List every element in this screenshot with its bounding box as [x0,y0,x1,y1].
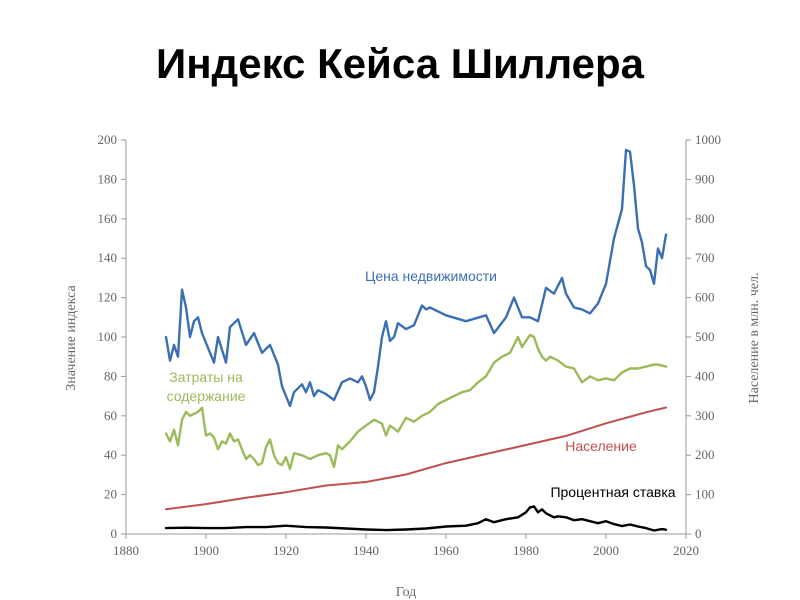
y-tick-label: 200 [98,132,118,147]
label-population: Население [565,438,637,454]
y-tick-label: 60 [104,408,117,423]
y-tick-label: 160 [98,211,118,226]
x-axis-ticks: 1880 1900 1920 1940 1960 1980 2000 2020 [113,534,699,558]
x-tick-label: 1900 [193,543,219,558]
x-tick-label: 1880 [113,543,139,558]
label-costs-line2: содержание [167,388,246,404]
y2-tick-label: 700 [695,250,715,265]
y-tick-label: 180 [98,171,118,186]
y-axis-title: Значение индекса [64,284,79,390]
y-tick-label: 100 [98,329,118,344]
x-tick-label: 2000 [593,543,619,558]
y2-axis-title: Население в млн. чел. [747,272,762,403]
label-rate: Процентная ставка [550,484,675,500]
y2-tick-label: 0 [695,526,702,541]
y2-tick-label: 900 [695,171,715,186]
y2-tick-label: 500 [695,329,715,344]
y-tick-label: 140 [98,250,118,265]
y-tick-label: 20 [104,487,117,502]
x-tick-label: 1960 [433,543,459,558]
series-line-population [165,406,667,511]
y2-tick-label: 1000 [695,132,721,147]
x-tick-label: 1920 [273,543,299,558]
right-axis-ticks: 0 100 200 300 400 500 600 700 800 900 1000 [686,132,721,541]
y-tick-label: 0 [111,526,118,541]
x-axis-title: Год [396,585,417,600]
y2-tick-label: 800 [695,211,715,226]
left-axis-ticks: 0 20 40 60 80 100 120 140 160 180 200 [98,132,126,541]
x-tick-label: 2020 [673,543,699,558]
y2-tick-label: 600 [695,290,715,305]
x-tick-label: 1940 [353,543,379,558]
series-line-price [164,148,668,408]
y-tick-label: 120 [98,290,118,305]
series-line-rate [164,505,668,532]
series-line-costs [164,333,668,471]
y2-tick-label: 100 [695,487,715,502]
y2-tick-label: 400 [695,368,715,383]
y2-tick-label: 200 [695,447,715,462]
label-costs-line1: Затраты на [169,369,243,385]
x-tick-label: 1980 [513,543,539,558]
series-lines [164,148,668,532]
y-tick-label: 80 [104,368,117,383]
label-price: Цена недвижимости [365,268,497,284]
slide-title: Индекс Кейса Шиллера [156,40,644,87]
y-tick-label: 40 [104,447,117,462]
y2-tick-label: 300 [695,408,715,423]
